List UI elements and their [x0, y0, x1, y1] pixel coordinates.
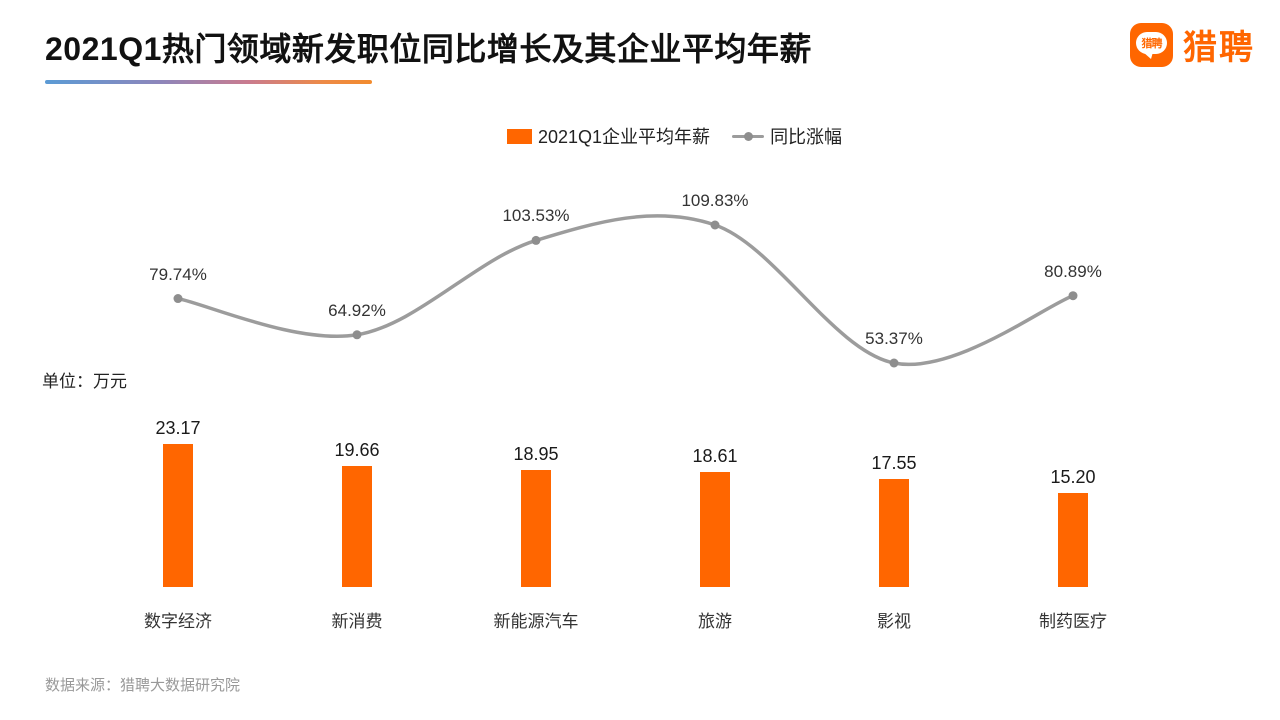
- chart-legend: 2021Q1企业平均年薪 同比涨幅: [507, 126, 843, 147]
- line-value-label-pharma: 80.89%: [1044, 261, 1102, 281]
- legend-line-icon: [732, 131, 765, 141]
- x-axis-label-tourism: 旅游: [698, 612, 732, 631]
- bar-value-label-pharma: 15.20: [1050, 467, 1096, 488]
- legend-line-label: 同比涨幅: [770, 127, 843, 147]
- page-title: 2021Q1热门领域新发职位同比增长及其企业平均年薪: [45, 31, 812, 67]
- liepin-logo: 猎聘 猎聘: [1130, 20, 1255, 69]
- line-value-label-tourism: 109.83%: [681, 191, 749, 210]
- bar-value-label-nev: 18.95: [513, 444, 559, 465]
- line-data-point: [1068, 291, 1078, 301]
- x-axis-label-nev: 新能源汽车: [493, 612, 579, 631]
- liepin-logo-icon: 猎聘: [1130, 22, 1173, 67]
- legend-line-dot: [744, 131, 754, 141]
- bar-value-label-tourism: 18.61: [692, 446, 738, 467]
- bar-value-label-digital-economy: 23.17: [155, 418, 201, 438]
- line-data-point: [352, 330, 362, 340]
- x-axis-label-film-tv: 影视: [877, 612, 911, 631]
- x-axis-label-new-consumption: 新消费: [331, 612, 383, 631]
- bar-pharma: [1058, 493, 1088, 587]
- bar-digital-economy: [163, 444, 193, 587]
- line-data-point: [173, 294, 183, 304]
- line-value-label-digital-economy: 79.74%: [149, 264, 207, 284]
- x-axis-label-digital-economy: 数字经济: [144, 612, 212, 631]
- line-value-label-film-tv: 53.37%: [865, 329, 923, 348]
- unit-label: 单位：万元: [42, 372, 127, 391]
- logo-wordmark: 猎聘: [1183, 29, 1255, 67]
- legend-bar-swatch: [507, 128, 532, 144]
- line-data-point: [531, 235, 541, 245]
- x-axis-label-pharma: 制药医疗: [1039, 612, 1107, 631]
- speech-bubble-icon: 猎聘: [1136, 32, 1167, 59]
- line-data-point: [710, 220, 720, 230]
- bar-new-consumption: [342, 465, 372, 587]
- bar-value-label-new-consumption: 19.66: [334, 439, 380, 460]
- bar-tourism: [700, 472, 730, 587]
- yoy-growth-line: [176, 214, 1075, 367]
- legend-bar-label: 2021Q1企业平均年薪: [538, 127, 711, 147]
- line-value-label-nev: 103.53%: [502, 206, 570, 226]
- title-underline-gradient: [45, 80, 372, 84]
- line-data-point: [889, 358, 899, 368]
- line-value-label-new-consumption: 64.92%: [328, 300, 386, 320]
- bar-value-label-film-tv: 17.55: [871, 452, 917, 473]
- bar-nev: [521, 470, 551, 587]
- logo-bubble-label: 猎聘: [1141, 38, 1163, 50]
- bar-film-tv: [879, 478, 909, 587]
- data-source-note: 数据来源：猎聘大数据研究院: [45, 677, 241, 694]
